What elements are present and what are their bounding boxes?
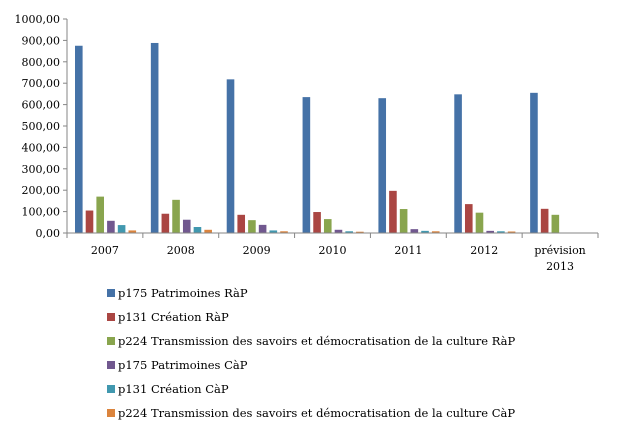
legend-swatch (107, 409, 115, 417)
legend-swatch (107, 385, 115, 393)
bars (75, 42, 560, 234)
bar (540, 208, 549, 233)
bar (313, 212, 321, 233)
legend-label: p175 Patrimoines CàP (118, 358, 248, 372)
legend-label: p131 Création CàP (118, 382, 229, 396)
bar (172, 199, 180, 233)
bar (182, 219, 191, 233)
legend-swatch (107, 361, 115, 369)
legend-label: p224 Transmission des savoirs et démocra… (118, 406, 515, 420)
legend-swatch (107, 289, 115, 297)
bar (399, 209, 408, 233)
bar (551, 214, 560, 233)
bar (334, 229, 343, 233)
bar (269, 230, 278, 233)
y-tick-label: 500,00 (22, 120, 61, 133)
y-tick-label: 800,00 (22, 56, 61, 69)
bar (248, 220, 256, 233)
bar (454, 94, 462, 233)
bar (530, 92, 538, 233)
bar (237, 214, 246, 233)
legend-label: p224 Transmission des savoirs et démocra… (118, 334, 516, 348)
y-tick-label: 200,00 (22, 184, 61, 197)
bar (75, 45, 83, 233)
bar (280, 231, 288, 233)
x-axis: 2007 2008 2009 2010 2011 2012 prévision 2013 (66, 232, 599, 273)
legend-label: p131 Création RàP (118, 310, 229, 324)
bar (302, 97, 311, 233)
y-tick-label: 1000,00 (15, 13, 61, 26)
y-tick-label: 400,00 (22, 141, 61, 154)
y-tick-label: 600,00 (22, 99, 61, 112)
bar (323, 219, 332, 233)
bar (378, 98, 387, 234)
bar (507, 231, 516, 233)
bar (258, 224, 267, 233)
bar (389, 190, 397, 233)
bar (421, 230, 429, 233)
bar (497, 231, 505, 233)
bar (486, 230, 494, 233)
bar (204, 229, 212, 233)
y-tick-label: 100,00 (22, 206, 61, 219)
x-tick-label: 2011 (394, 244, 422, 257)
bar (345, 231, 353, 233)
x-tick-label: 2009 (243, 244, 271, 257)
bar (464, 204, 473, 233)
legend-swatch (107, 337, 115, 345)
bar (475, 212, 484, 233)
bar (117, 225, 126, 233)
bar (226, 79, 235, 234)
bar (107, 220, 115, 233)
bar (410, 229, 419, 233)
bar (356, 231, 364, 233)
bar (161, 213, 170, 233)
x-tick-label: 2007 (91, 244, 119, 257)
y-axis: 0,00 100,00 200,00 300,00 400,00 500,00 600,00… (15, 13, 68, 240)
y-tick-label: 0,00 (36, 227, 61, 240)
x-tick-label: prévision (534, 244, 585, 257)
bar (128, 230, 137, 233)
x-tick-label: 2008 (167, 244, 195, 257)
x-tick-label: 2013 (546, 260, 574, 273)
bar (193, 227, 202, 233)
legend: p175 Patrimoines RàP p131 Création RàP p22… (107, 286, 516, 420)
bar (96, 196, 104, 233)
y-tick-label: 900,00 (22, 34, 61, 47)
legend-swatch (107, 313, 115, 321)
bar (150, 42, 159, 233)
y-tick-label: 300,00 (22, 163, 61, 176)
bar (85, 210, 94, 233)
x-tick-label: 2012 (470, 244, 498, 257)
bar (431, 231, 440, 233)
legend-label: p175 Patrimoines RàP (118, 286, 248, 300)
y-tick-label: 700,00 (22, 77, 61, 90)
x-tick-label: 2010 (319, 244, 347, 257)
